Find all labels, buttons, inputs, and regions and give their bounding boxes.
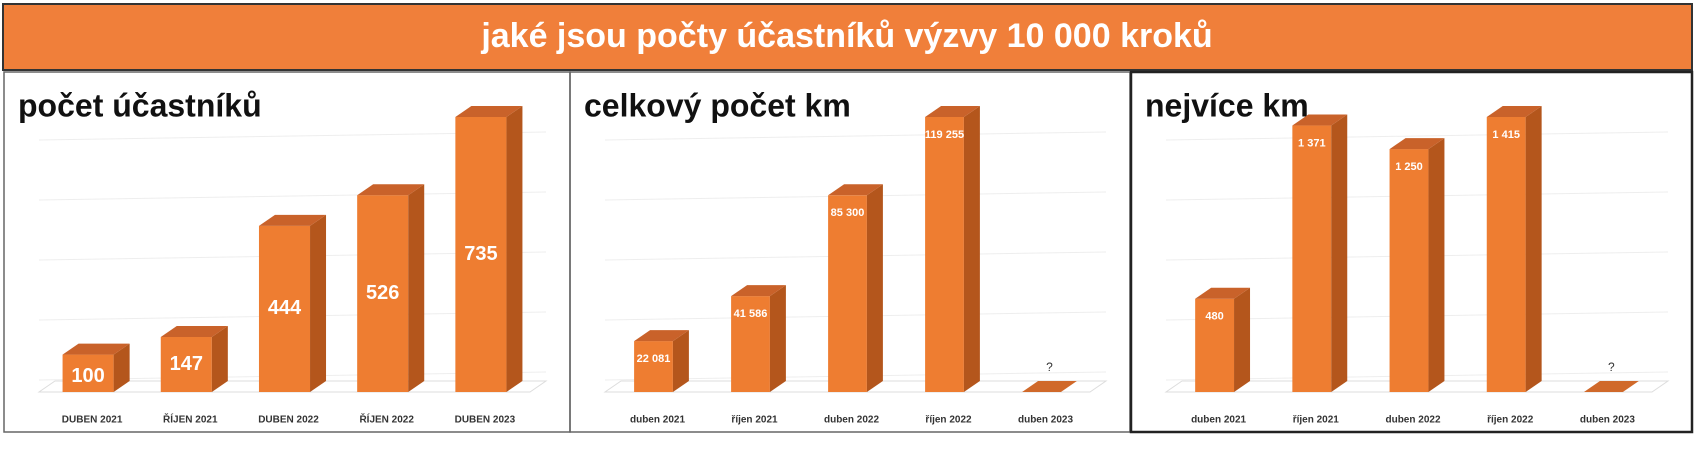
bar-top (925, 106, 980, 117)
value-label: ? (1046, 360, 1053, 374)
bar-side (963, 106, 980, 392)
empty-bar (1022, 381, 1077, 392)
bar (160, 337, 212, 392)
chart-title: nejvíce km (1145, 87, 1309, 123)
bar-side (672, 330, 689, 392)
bar-side (506, 106, 523, 392)
bar-side (1525, 106, 1542, 392)
bar-top (828, 184, 883, 196)
bar (62, 354, 114, 392)
x-tick-label: duben 2022 (824, 415, 879, 426)
value-label: 22 081 (637, 353, 671, 365)
x-tick-label: DUBEN 2023 (455, 415, 516, 426)
header-bar (2, 3, 1693, 71)
bar-side (310, 214, 327, 392)
empty-bar (1583, 381, 1639, 392)
bar (828, 195, 867, 392)
x-tick-label: říjen 2022 (925, 415, 972, 426)
x-tick-label: duben 2021 (630, 415, 685, 426)
bar-side (1428, 138, 1445, 392)
panel (1129, 70, 1694, 434)
bar (1486, 117, 1526, 392)
x-tick-label: DUBEN 2021 (62, 415, 123, 426)
bar (925, 117, 964, 392)
bar (1195, 298, 1235, 392)
bar-top (160, 326, 228, 337)
bar-top (634, 330, 689, 342)
bar (634, 341, 673, 392)
x-tick-label: duben 2022 (1385, 415, 1440, 426)
bar (258, 225, 311, 392)
bar-side (211, 326, 228, 392)
bar-side (1331, 114, 1348, 392)
bar-top (258, 214, 327, 226)
x-tick-label: DUBEN 2022 (258, 415, 319, 426)
value-label: 41 586 (734, 308, 768, 320)
bar (1292, 125, 1332, 392)
value-label: 480 (1205, 311, 1223, 323)
x-tick-label: říjen 2021 (1293, 415, 1340, 426)
x-tick-label: ŘÍJEN 2021 (163, 413, 218, 426)
background-line (1165, 131, 1669, 141)
bar (1389, 149, 1429, 392)
bar (731, 296, 770, 392)
value-label: 1 250 (1395, 161, 1423, 173)
header-title: jaké jsou počty účastníků výzvy 10 000 k… (480, 17, 1212, 55)
bar-top (62, 343, 130, 355)
bar-side (769, 285, 786, 392)
chart-title: počet účastníků (18, 87, 262, 123)
bar-top (357, 184, 425, 196)
x-tick-label: říjen 2021 (731, 415, 778, 426)
value-label: 1 415 (1492, 129, 1520, 141)
bar-top (1195, 287, 1251, 299)
value-label: 735 (464, 243, 497, 265)
x-tick-label: duben 2023 (1018, 415, 1073, 426)
bar-top (455, 106, 523, 117)
bar-side (1234, 287, 1251, 392)
x-tick-label: duben 2023 (1580, 415, 1635, 426)
value-label: 119 255 (925, 129, 964, 141)
bar-top (1292, 114, 1348, 126)
bar-side (866, 184, 883, 392)
bar-top (731, 285, 786, 297)
bar (455, 117, 507, 392)
value-label: 444 (268, 297, 302, 319)
value-label: ? (1608, 360, 1615, 374)
bar-top (1389, 138, 1445, 150)
x-tick-label: duben 2021 (1191, 415, 1246, 426)
chart-title: celkový počet km (584, 87, 851, 123)
x-tick-label: říjen 2022 (1487, 415, 1534, 426)
value-label: 526 (366, 282, 399, 304)
value-label: 1 371 (1298, 137, 1326, 149)
value-label: 147 (170, 353, 203, 375)
bar-side (113, 343, 130, 392)
bar-top (1486, 106, 1542, 117)
bar (357, 195, 409, 392)
x-tick-label: ŘÍJEN 2022 (359, 413, 414, 426)
bar-side (408, 184, 425, 392)
background-line (604, 131, 1107, 141)
value-label: 85 300 (831, 207, 865, 219)
value-label: 100 (71, 365, 104, 387)
